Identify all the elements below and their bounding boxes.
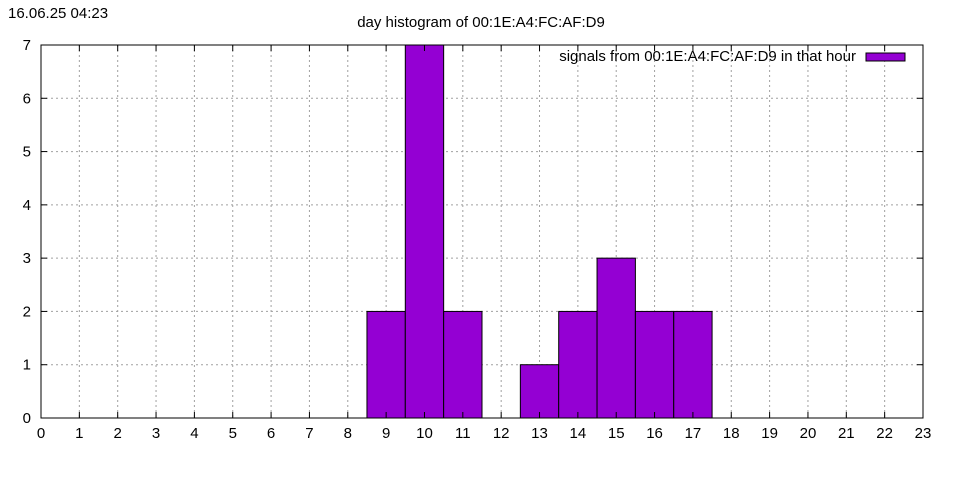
x-tick-label: 17: [685, 425, 702, 442]
x-tick-label: 6: [267, 425, 275, 442]
x-tick-label: 22: [876, 425, 893, 442]
y-tick-label: 2: [23, 303, 31, 320]
histogram-bar: [596, 257, 636, 419]
y-tick-label: 4: [23, 197, 31, 214]
x-tick-label: 8: [344, 425, 352, 442]
histogram-bar: [443, 310, 483, 419]
x-tick-label: 16: [646, 425, 663, 442]
y-tick-label: 0: [23, 410, 31, 427]
y-tick-label: 6: [23, 90, 31, 107]
histogram-bar: [558, 310, 598, 419]
x-tick-label: 10: [416, 425, 433, 442]
y-tick-label: 3: [23, 250, 31, 267]
y-tick-label: 7: [23, 37, 31, 54]
x-tick-label: 13: [531, 425, 548, 442]
x-tick-label: 11: [455, 425, 471, 442]
x-tick-label: 3: [152, 425, 160, 442]
y-tick-label: 1: [23, 357, 31, 374]
histogram-bar: [519, 364, 560, 419]
x-tick-label: 19: [761, 425, 778, 442]
plot-border: [40, 44, 924, 419]
x-tick-label: 5: [229, 425, 237, 442]
x-tick-label: 9: [382, 425, 390, 442]
legend-swatch: [865, 52, 906, 62]
histogram-bar: [673, 310, 713, 419]
x-tick-label: 14: [570, 425, 587, 442]
histogram-bar: [634, 310, 675, 419]
x-tick-label: 21: [838, 425, 855, 442]
x-tick-label: 4: [190, 425, 198, 442]
x-tick-label: 23: [915, 425, 932, 442]
x-tick-label: 12: [493, 425, 510, 442]
histogram-bar: [366, 310, 406, 419]
bars: [366, 44, 713, 419]
x-tick-label: 2: [114, 425, 122, 442]
x-tick-label: 1: [75, 425, 83, 442]
legend-label: signals from 00:1E:A4:FC:AF:D9 in that h…: [559, 48, 856, 65]
x-tick-label: 18: [723, 425, 740, 442]
axes: [40, 44, 924, 419]
x-tick-label: 20: [800, 425, 817, 442]
timestamp: 16.06.25 04:23: [8, 5, 108, 22]
legend: signals from 00:1E:A4:FC:AF:D9 in that h…: [559, 48, 906, 65]
y-tick-label: 5: [23, 144, 31, 161]
x-tick-label: 0: [37, 425, 45, 442]
x-tick-label: 7: [305, 425, 313, 442]
histogram-bar: [404, 44, 445, 419]
chart-title: day histogram of 00:1E:A4:FC:AF:D9: [357, 14, 605, 31]
tick-labels: 0 1 2 3 4 5 6 7 8 9 10 11 12 13 14 15 16 17 18 19 20 21 22 2301…: [23, 37, 932, 442]
x-tick-label: 15: [608, 425, 625, 442]
